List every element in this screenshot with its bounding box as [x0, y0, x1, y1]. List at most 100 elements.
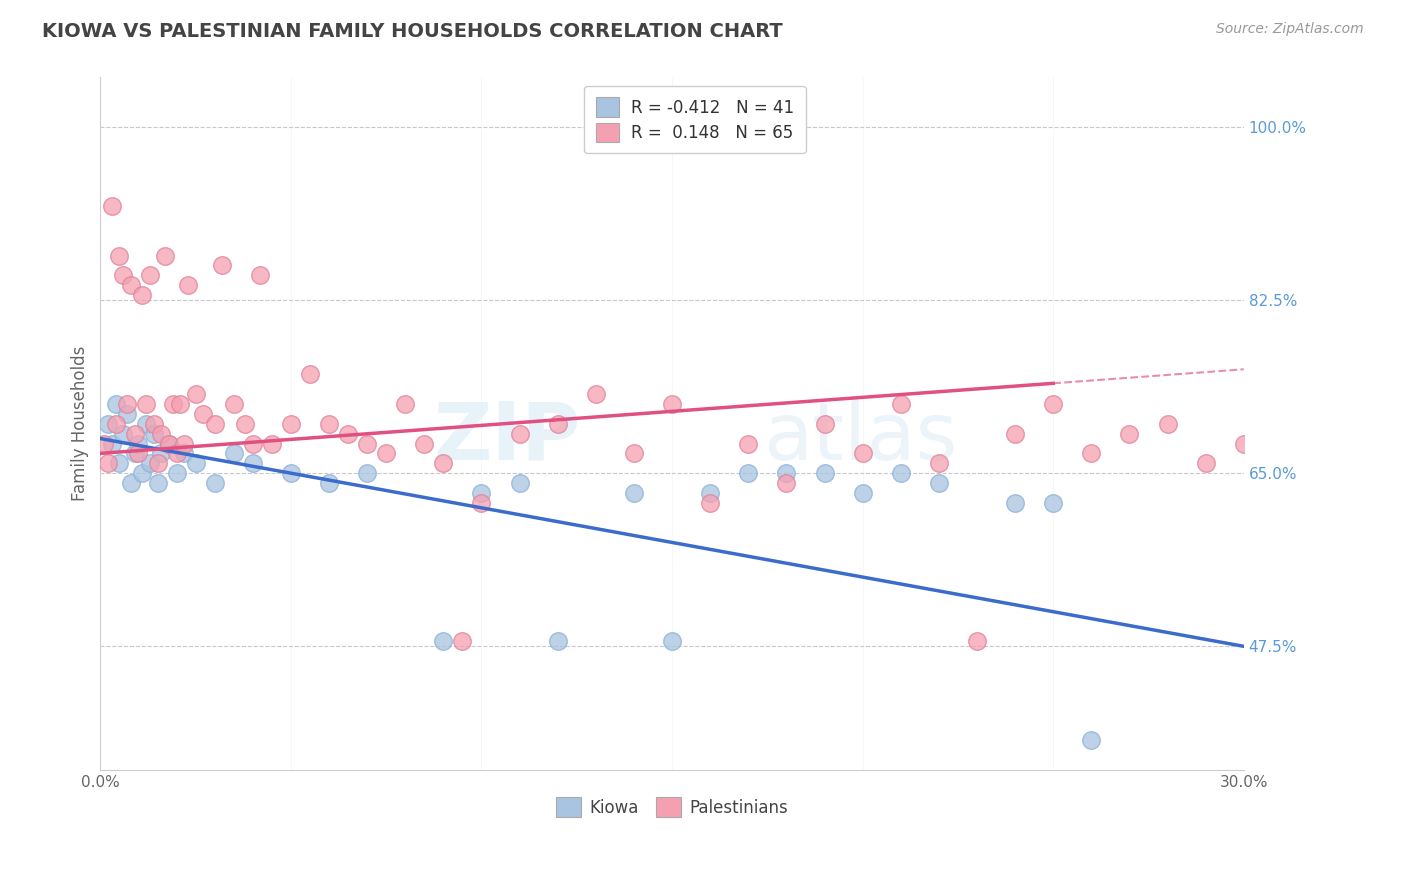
Point	[233, 417, 256, 431]
Point	[280, 466, 302, 480]
Point	[623, 446, 645, 460]
Point	[1042, 397, 1064, 411]
Point	[120, 476, 142, 491]
Point	[852, 446, 875, 460]
Point	[146, 456, 169, 470]
Point	[127, 446, 149, 460]
Y-axis label: Family Households: Family Households	[72, 346, 89, 501]
Point	[120, 278, 142, 293]
Point	[661, 634, 683, 648]
Point	[1309, 446, 1331, 460]
Text: KIOWA VS PALESTINIAN FAMILY HOUSEHOLDS CORRELATION CHART: KIOWA VS PALESTINIAN FAMILY HOUSEHOLDS C…	[42, 22, 783, 41]
Point	[260, 436, 283, 450]
Point	[112, 268, 135, 283]
Point	[166, 466, 188, 480]
Point	[135, 417, 157, 431]
Point	[394, 397, 416, 411]
Point	[139, 456, 162, 470]
Point	[142, 426, 165, 441]
Text: atlas: atlas	[763, 399, 957, 476]
Point	[451, 634, 474, 648]
Point	[242, 456, 264, 470]
Point	[1004, 496, 1026, 510]
Point	[699, 486, 721, 500]
Point	[157, 436, 180, 450]
Point	[1271, 417, 1294, 431]
Point	[177, 278, 200, 293]
Point	[298, 368, 321, 382]
Point	[547, 417, 569, 431]
Point	[150, 426, 173, 441]
Point	[928, 476, 950, 491]
Point	[131, 288, 153, 302]
Point	[173, 436, 195, 450]
Point	[131, 466, 153, 480]
Point	[890, 466, 912, 480]
Point	[249, 268, 271, 283]
Point	[1080, 733, 1102, 747]
Point	[142, 417, 165, 431]
Point	[509, 476, 531, 491]
Point	[661, 397, 683, 411]
Text: ZIP: ZIP	[433, 399, 581, 476]
Point	[242, 436, 264, 450]
Point	[204, 476, 226, 491]
Point	[97, 456, 120, 470]
Point	[124, 446, 146, 460]
Point	[1042, 496, 1064, 510]
Point	[139, 268, 162, 283]
Point	[280, 417, 302, 431]
Point	[1233, 436, 1256, 450]
Point	[169, 397, 191, 411]
Point	[413, 436, 436, 450]
Point	[1156, 417, 1178, 431]
Point	[115, 407, 138, 421]
Point	[101, 199, 124, 213]
Point	[318, 476, 340, 491]
Point	[193, 407, 215, 421]
Point	[775, 466, 797, 480]
Point	[966, 634, 988, 648]
Point	[1195, 456, 1218, 470]
Point	[162, 397, 184, 411]
Point	[470, 486, 492, 500]
Point	[509, 426, 531, 441]
Point	[157, 436, 180, 450]
Point	[222, 397, 245, 411]
Point	[104, 417, 127, 431]
Point	[93, 436, 115, 450]
Point	[356, 436, 378, 450]
Point	[104, 397, 127, 411]
Point	[108, 456, 131, 470]
Point	[375, 446, 398, 460]
Point	[356, 466, 378, 480]
Point	[337, 426, 360, 441]
Point	[127, 436, 149, 450]
Point	[173, 446, 195, 460]
Point	[108, 248, 131, 262]
Point	[112, 426, 135, 441]
Point	[623, 486, 645, 500]
Point	[470, 496, 492, 510]
Point	[184, 456, 207, 470]
Point	[184, 387, 207, 401]
Legend: Kiowa, Palestinians: Kiowa, Palestinians	[550, 790, 794, 824]
Text: Source: ZipAtlas.com: Source: ZipAtlas.com	[1216, 22, 1364, 37]
Point	[432, 456, 454, 470]
Point	[124, 426, 146, 441]
Point	[1004, 426, 1026, 441]
Point	[699, 496, 721, 510]
Point	[101, 436, 124, 450]
Point	[775, 476, 797, 491]
Point	[852, 486, 875, 500]
Point	[146, 476, 169, 491]
Point	[547, 634, 569, 648]
Point	[737, 436, 759, 450]
Point	[432, 634, 454, 648]
Point	[115, 397, 138, 411]
Point	[1118, 426, 1140, 441]
Point	[222, 446, 245, 460]
Point	[204, 417, 226, 431]
Point	[813, 417, 835, 431]
Point	[1080, 446, 1102, 460]
